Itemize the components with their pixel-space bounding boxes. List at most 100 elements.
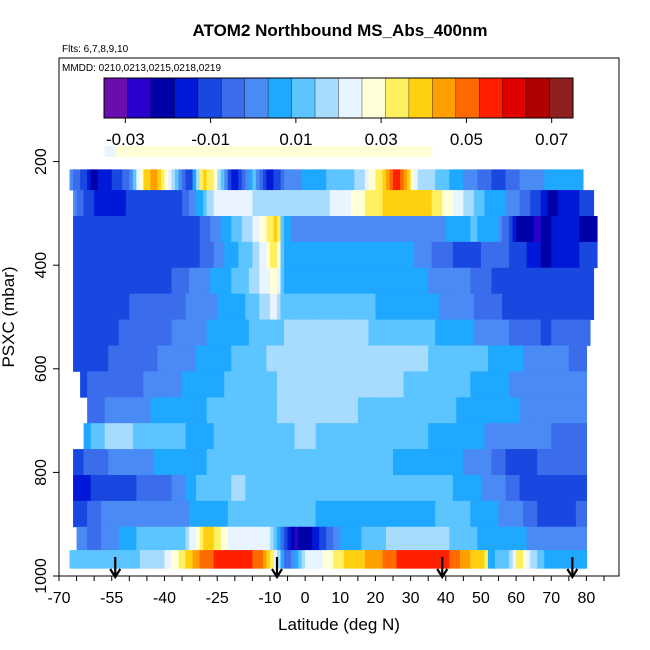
x-axis: -70 -55 -40 -25 -10 0 10 20 30 40 50 60 70 80 bbox=[47, 576, 605, 607]
heatmap-cell bbox=[322, 526, 327, 551]
flights-label: Flts: 6,7,8,9,10 bbox=[62, 44, 129, 55]
heatmap-cell bbox=[224, 169, 229, 191]
heatmap-cell bbox=[582, 215, 588, 243]
heatmap-cell bbox=[445, 267, 450, 295]
heatmap-cell bbox=[160, 500, 166, 528]
heatmap-cell bbox=[575, 423, 580, 450]
heatmap-cell bbox=[273, 550, 278, 569]
y-tick-label: 200 bbox=[33, 148, 50, 175]
heatmap-cell bbox=[294, 215, 299, 243]
heatmap-cell bbox=[438, 293, 443, 320]
heatmap-cell bbox=[463, 319, 468, 346]
heatmap-cell bbox=[255, 397, 261, 424]
heatmap-cell bbox=[572, 169, 577, 191]
heatmap-cell bbox=[540, 169, 545, 191]
heatmap-cell bbox=[396, 319, 401, 346]
heatmap-cell bbox=[291, 169, 296, 191]
heatmap-cell bbox=[417, 215, 422, 243]
heatmap-cell bbox=[255, 550, 261, 569]
heatmap-cell bbox=[150, 423, 155, 450]
heatmap-cell bbox=[326, 146, 331, 157]
colorbar-swatch bbox=[526, 78, 550, 118]
heatmap-cell bbox=[203, 397, 208, 424]
heatmap-cell bbox=[238, 190, 243, 217]
heatmap-cell bbox=[333, 267, 338, 295]
heatmap-cell bbox=[157, 241, 162, 269]
heatmap-cell bbox=[259, 526, 264, 551]
colorbar-frame bbox=[103, 77, 574, 119]
heatmap-cell bbox=[206, 215, 211, 243]
heatmap-cell bbox=[329, 293, 334, 320]
heatmap-cell bbox=[259, 319, 264, 346]
heatmap-cell bbox=[354, 293, 359, 320]
heatmap-cell bbox=[326, 241, 331, 269]
heatmap-cell bbox=[234, 397, 239, 424]
heatmap-cell bbox=[480, 371, 486, 398]
heatmap-cell bbox=[554, 474, 559, 502]
heatmap-cell bbox=[470, 371, 475, 398]
heatmap-cell bbox=[389, 241, 394, 269]
heatmap-cell bbox=[312, 169, 317, 191]
heatmap-cell bbox=[329, 190, 334, 217]
heatmap-cell bbox=[227, 146, 232, 157]
heatmap-cell bbox=[526, 293, 531, 320]
heatmap-cell bbox=[312, 526, 317, 551]
x-tick-label: -25 bbox=[206, 590, 229, 607]
heatmap-cell bbox=[403, 526, 408, 551]
heatmap-cell bbox=[350, 319, 355, 346]
heatmap-cell bbox=[533, 169, 538, 191]
heatmap-cell bbox=[199, 371, 204, 398]
heatmap-cell bbox=[540, 550, 545, 569]
heatmap-cell bbox=[291, 423, 296, 450]
heatmap-cell bbox=[400, 215, 405, 243]
heatmap-cell bbox=[463, 500, 468, 528]
heatmap-cell bbox=[153, 215, 159, 243]
heatmap-cell bbox=[115, 500, 120, 528]
heatmap-cell bbox=[551, 449, 556, 476]
heatmap-cell bbox=[456, 345, 461, 372]
heatmap-cell bbox=[83, 241, 88, 269]
heatmap-cell bbox=[104, 397, 109, 424]
heatmap-cell bbox=[139, 146, 144, 157]
heatmap-cell bbox=[530, 423, 535, 450]
heatmap-cell bbox=[354, 371, 359, 398]
heatmap-cell bbox=[199, 397, 204, 424]
heatmap-cell bbox=[371, 397, 377, 424]
heatmap-cell bbox=[269, 293, 275, 320]
heatmap-cell bbox=[530, 550, 535, 569]
heatmap-cell bbox=[139, 397, 144, 424]
heatmap-cell bbox=[470, 474, 475, 502]
heatmap-cell bbox=[410, 474, 415, 502]
heatmap-cell bbox=[266, 190, 271, 217]
heatmap-cell bbox=[80, 371, 85, 398]
heatmap-cell bbox=[312, 215, 317, 243]
heatmap-cell bbox=[575, 345, 580, 372]
heatmap-cell bbox=[523, 345, 528, 372]
colorbar-swatch bbox=[432, 78, 457, 118]
heatmap-cell bbox=[551, 500, 556, 528]
colorbar-swatch bbox=[104, 78, 128, 118]
heatmap-cell bbox=[400, 146, 405, 157]
heatmap-cell bbox=[410, 241, 415, 269]
heatmap-cell bbox=[487, 500, 493, 528]
heatmap-cell bbox=[171, 397, 176, 424]
heatmap-cell bbox=[477, 371, 482, 398]
heatmap-cell bbox=[319, 474, 324, 502]
heatmap-cell bbox=[547, 500, 552, 528]
heatmap-cell bbox=[273, 500, 278, 528]
heatmap-cell bbox=[185, 474, 190, 502]
heatmap-cell bbox=[150, 293, 155, 320]
heatmap-cell bbox=[480, 241, 486, 269]
heatmap-cell bbox=[333, 526, 338, 551]
heatmap-cell bbox=[146, 169, 152, 191]
heatmap-cell bbox=[319, 215, 324, 243]
heatmap-cell bbox=[132, 423, 137, 450]
heatmap-cell bbox=[526, 500, 531, 528]
heatmap-cell bbox=[319, 423, 324, 450]
heatmap-cell bbox=[298, 371, 303, 398]
heatmap-cell bbox=[213, 319, 218, 346]
heatmap-cell bbox=[389, 190, 394, 217]
heatmap-cell bbox=[533, 500, 538, 528]
heatmap-cell bbox=[459, 241, 464, 269]
heatmap-cell bbox=[269, 526, 275, 551]
